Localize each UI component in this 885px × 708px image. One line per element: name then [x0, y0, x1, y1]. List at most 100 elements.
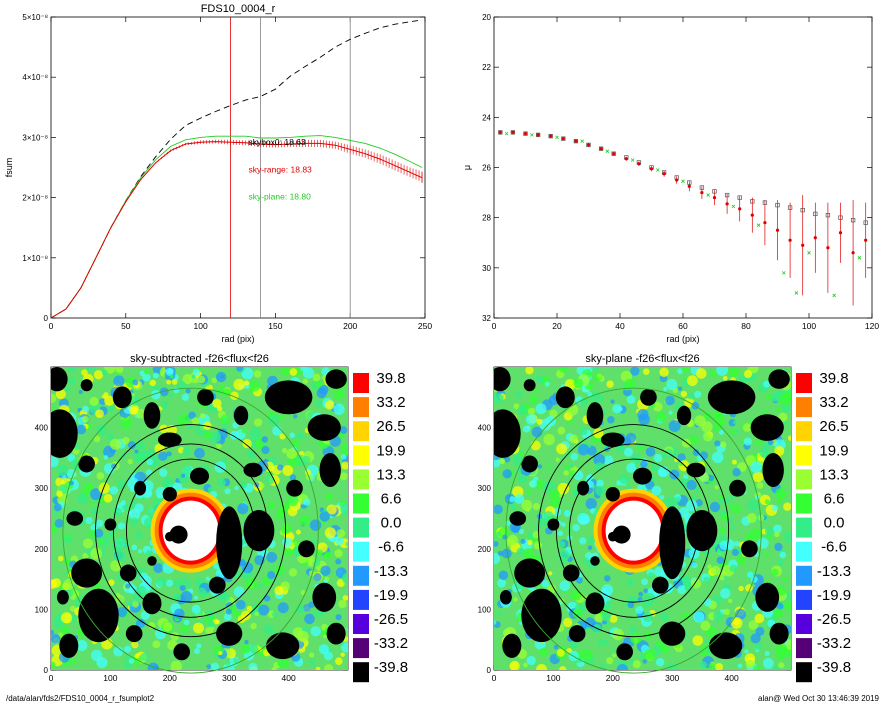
point-skybox — [523, 131, 528, 136]
colorbar-swatch — [796, 565, 812, 586]
point-sky-range — [813, 236, 817, 240]
point-sky-range — [838, 231, 843, 235]
masked-object — [142, 592, 162, 615]
point-sky-range — [561, 137, 565, 141]
y-tick-label: 200 — [478, 545, 492, 554]
annotation-1: sky-range: 18.83 — [248, 164, 312, 174]
point-sky-plane — [555, 135, 559, 140]
x-axis-label: rad (pix) — [666, 334, 699, 344]
point-sky-range — [725, 202, 729, 206]
masked-object — [243, 462, 263, 478]
masked-object — [197, 388, 214, 406]
masked-object — [676, 405, 692, 426]
point-sky-plane — [756, 223, 761, 227]
masked-object — [325, 369, 347, 389]
core-mask — [612, 525, 631, 544]
masked-object — [514, 558, 546, 588]
masked-object — [768, 369, 790, 389]
annotation-0: skybox0: 18.63 — [248, 137, 305, 147]
masked-object — [523, 379, 536, 392]
point-sky-plane — [731, 204, 736, 209]
point-sky-plane — [605, 149, 610, 153]
point-sky-range — [586, 143, 591, 147]
colorbar-swatch — [353, 565, 369, 586]
point-sky-range — [549, 134, 553, 138]
aperture-ellipse — [568, 458, 699, 603]
colorbar-label: 26.5 — [376, 418, 405, 435]
masked-object — [78, 588, 119, 643]
chart-title: FDS10_0004_r — [201, 3, 276, 15]
chart-title: sky-plane -f26<flux<f26 — [585, 353, 699, 365]
point-sky-plane — [706, 193, 710, 197]
x-tick-label: 250 — [418, 321, 432, 331]
x-tick-label: 40 — [615, 321, 625, 331]
masked-object — [66, 511, 84, 526]
point-sky-range — [523, 132, 528, 136]
point-sky-range — [826, 246, 830, 250]
panel-3: 0 100 200 300 400 0 100 200 300 400 sky-subtracted… — [35, 353, 408, 683]
point-skybox — [775, 202, 780, 208]
masked-object — [562, 564, 580, 582]
masked-object — [590, 556, 600, 566]
masked-object — [707, 380, 756, 415]
aperture-ellipse — [62, 387, 319, 674]
colorbar-label: 33.2 — [819, 394, 848, 411]
colorbar-swatch — [796, 541, 812, 562]
masked-object — [547, 518, 560, 531]
y-tick-label: 24 — [482, 113, 491, 122]
x-tick-label: 150 — [268, 321, 282, 331]
masked-object — [319, 453, 341, 487]
point-sky-range — [612, 152, 616, 156]
x-tick-label: 0 — [492, 673, 497, 683]
masked-object — [755, 582, 780, 612]
y-tick-label: 400 — [478, 424, 492, 433]
masked-object — [659, 506, 686, 580]
point-skybox — [573, 139, 579, 144]
colorbar-swatch — [796, 373, 812, 393]
heatmap-image — [494, 367, 791, 670]
colorbar-swatch — [353, 638, 369, 659]
point-skybox — [586, 142, 591, 148]
y-tick-label: 5×10⁻⁸ — [22, 13, 48, 22]
x-tick-label: 0 — [49, 321, 54, 331]
point-sky-plane — [807, 251, 811, 255]
point-sky-plane — [630, 158, 635, 162]
y-tick-label: 100 — [478, 605, 492, 614]
colorbar-swatch — [796, 421, 812, 442]
aperture-ellipse — [125, 458, 256, 603]
colorbar-label: 13.3 — [819, 466, 848, 483]
point-sky-range — [700, 190, 704, 195]
point-sky-plane — [504, 131, 509, 136]
point-sky-plane — [794, 291, 799, 295]
colorbar-label: 6.6 — [824, 491, 845, 508]
plot-frame — [50, 16, 426, 319]
point-sky-range — [801, 243, 805, 247]
point-skybox — [813, 211, 818, 217]
masked-object — [78, 455, 95, 473]
colorbar-swatch — [353, 517, 369, 538]
masked-object — [134, 480, 147, 496]
point-sky-range — [536, 133, 540, 137]
point-skybox — [712, 189, 717, 194]
colorbar-label: -33.2 — [817, 635, 851, 652]
point-sky-range — [511, 130, 515, 134]
colorbar-label: -13.3 — [817, 563, 851, 580]
x-tick-label: 120 — [865, 321, 879, 331]
masked-object — [585, 592, 605, 615]
x-tick-label: 100 — [546, 673, 560, 683]
masked-object — [165, 531, 175, 542]
point-sky-range — [738, 207, 742, 211]
masked-object — [143, 402, 161, 429]
masked-object — [686, 510, 718, 552]
colorbar-label: -33.2 — [374, 635, 408, 652]
colorbar-label: -6.6 — [821, 539, 847, 556]
masked-object — [659, 621, 686, 646]
masked-object — [125, 625, 143, 643]
masked-object — [266, 632, 300, 660]
point-sky-range — [851, 251, 855, 255]
y-tick-label: 4×10⁻⁸ — [22, 73, 48, 82]
masked-object — [509, 511, 527, 526]
y-tick-label: 32 — [482, 314, 491, 323]
masked-object — [600, 432, 625, 447]
masked-object — [312, 582, 337, 612]
